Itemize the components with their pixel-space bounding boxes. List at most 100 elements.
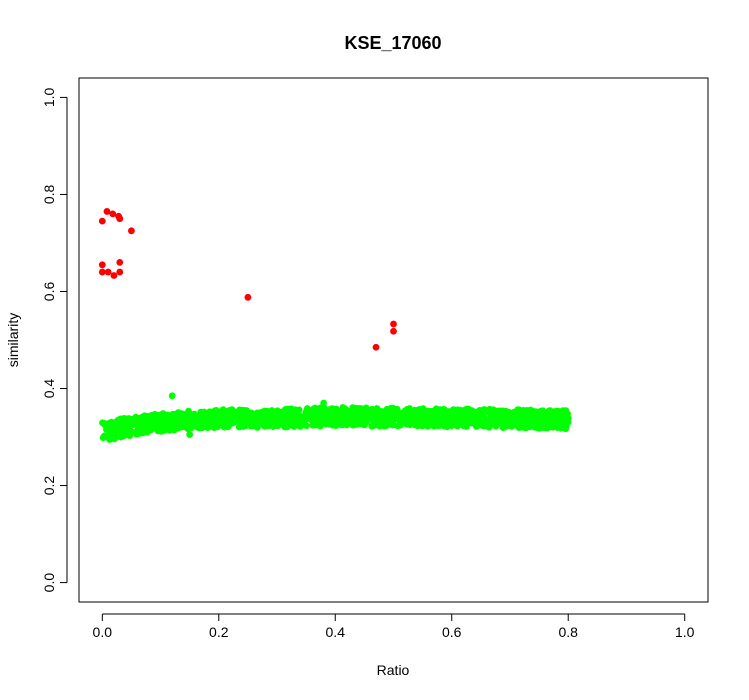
green-point xyxy=(121,416,129,424)
green-point xyxy=(383,405,391,413)
green-point xyxy=(259,415,267,422)
green-point xyxy=(166,426,173,434)
y-tick-label: 0.8 xyxy=(41,185,57,205)
red-points-series xyxy=(98,208,397,351)
chart-title: KSE_17060 xyxy=(344,33,441,53)
green-point xyxy=(505,421,513,429)
green-point xyxy=(126,427,134,435)
green-point xyxy=(459,408,467,416)
green-point xyxy=(451,421,458,429)
green-point xyxy=(160,427,167,434)
green-point xyxy=(172,413,179,421)
green-point xyxy=(551,415,559,422)
x-tick-label: 0.6 xyxy=(442,624,462,640)
red-point xyxy=(110,272,118,279)
red-point xyxy=(103,208,111,215)
green-point xyxy=(533,414,541,422)
green-point xyxy=(452,408,460,416)
red-point xyxy=(390,320,397,328)
green-point xyxy=(242,407,250,415)
green-point xyxy=(320,399,328,407)
green-point xyxy=(355,413,363,421)
green-point xyxy=(396,421,404,429)
green-point xyxy=(303,422,310,430)
green-point xyxy=(511,411,518,419)
green-point xyxy=(544,412,552,420)
red-point xyxy=(98,217,106,225)
green-point xyxy=(501,409,509,417)
x-tick-label: 0.8 xyxy=(558,624,578,640)
green-point xyxy=(412,418,420,426)
green-point xyxy=(198,423,206,431)
red-point xyxy=(116,268,124,276)
green-point xyxy=(405,412,413,420)
green-point xyxy=(482,407,490,415)
green-point xyxy=(293,411,301,419)
green-point xyxy=(178,410,186,418)
green-point xyxy=(468,419,476,427)
green-point xyxy=(184,419,192,427)
green-point xyxy=(433,408,441,416)
green-point xyxy=(401,417,408,425)
green-point xyxy=(339,420,347,428)
green-point xyxy=(312,411,320,419)
green-point xyxy=(287,414,295,422)
green-point xyxy=(557,415,565,423)
y-axis: 0.0 0.2 0.4 0.6 0.8 1.0 xyxy=(41,87,68,593)
green-point xyxy=(536,408,543,416)
green-point xyxy=(303,406,311,414)
y-tick-label: 0.6 xyxy=(41,282,57,302)
green-point xyxy=(393,405,401,413)
green-point xyxy=(562,408,570,415)
green-point xyxy=(331,419,339,427)
green-point xyxy=(341,405,349,412)
green-point xyxy=(325,406,333,414)
green-point xyxy=(551,420,559,428)
green-point xyxy=(467,411,475,418)
red-point xyxy=(116,258,124,266)
red-point xyxy=(98,268,106,276)
green-point xyxy=(445,415,453,423)
green-point xyxy=(279,408,286,416)
green-point xyxy=(209,411,217,419)
green-point xyxy=(380,416,388,424)
green-point xyxy=(310,416,318,424)
green-point xyxy=(339,410,347,418)
green-point xyxy=(186,431,194,439)
green-point xyxy=(162,418,170,426)
green-point xyxy=(216,413,223,421)
green-point xyxy=(231,418,239,426)
red-point xyxy=(390,327,397,335)
green-point xyxy=(515,406,523,414)
green-point xyxy=(371,411,379,419)
green-point xyxy=(346,410,354,418)
red-point xyxy=(128,227,135,235)
green-point xyxy=(363,418,371,426)
green-point xyxy=(518,418,526,426)
red-point xyxy=(116,215,124,223)
green-point xyxy=(419,412,427,420)
green-point xyxy=(349,417,356,425)
green-point xyxy=(108,433,116,441)
green-point xyxy=(209,418,217,426)
green-point xyxy=(353,420,361,428)
green-point xyxy=(224,409,232,417)
green-point xyxy=(145,414,153,422)
green-point xyxy=(265,418,273,426)
y-tick-label: 0.0 xyxy=(41,573,57,593)
green-point xyxy=(535,424,543,432)
green-point xyxy=(159,410,167,417)
green-point xyxy=(239,422,247,430)
green-point xyxy=(251,422,259,430)
red-point xyxy=(244,293,252,301)
green-point xyxy=(493,413,501,421)
green-point xyxy=(489,420,497,427)
green-point xyxy=(113,418,121,426)
green-point xyxy=(540,421,548,428)
green-point xyxy=(376,407,384,415)
x-tick-label: 1.0 xyxy=(675,624,695,640)
green-point xyxy=(176,423,184,431)
green-point xyxy=(252,416,260,424)
